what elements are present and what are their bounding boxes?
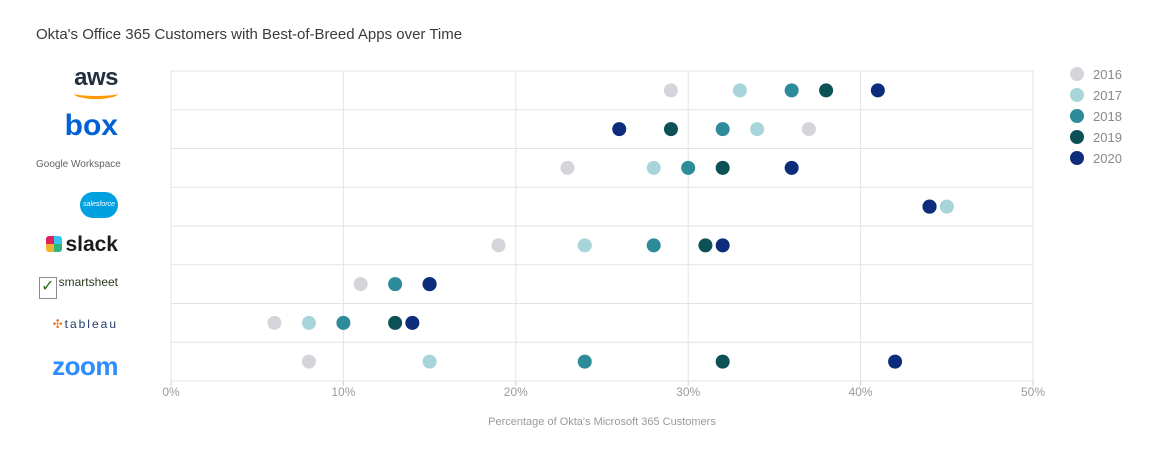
dot-2016 [301,354,316,369]
dot-2019 [663,122,678,137]
salesforce-logo: salesforce [36,192,118,218]
dot-2019 [715,160,730,175]
x-tick-label: 0% [162,385,180,399]
legend-item-2017: 2017 [1070,88,1122,109]
slack-logo: slack [36,233,118,257]
slack-logo-text: slack [65,233,118,256]
legend-dot-icon [1070,130,1084,144]
dot-2016 [491,238,506,253]
dot-2017 [422,354,437,369]
aws-logo: aws [36,64,118,99]
aws-smile-icon [74,88,118,99]
dot-2020 [870,83,885,98]
dot-2016 [560,160,575,175]
smartsheet-check-icon: ✓ [38,277,57,299]
legend-item-2016: 2016 [1070,67,1122,88]
x-tick-label: 10% [331,385,355,399]
dot-2018 [784,83,799,98]
dot-2016 [353,277,368,292]
tableau-logo: ✣ tableau [36,317,118,331]
legend-dot-icon [1070,67,1084,81]
dot-2018 [681,160,696,175]
legend-item-2019: 2019 [1070,130,1122,151]
dot-2020 [715,238,730,253]
dot-2018 [577,354,592,369]
legend-label: 2019 [1093,130,1122,145]
x-tick-label: 20% [504,385,528,399]
dot-2018 [336,315,351,330]
dot-2020 [422,277,437,292]
zoom-logo: zoom [36,351,118,382]
google-workspace-logo-text: Google Workspace [36,159,121,170]
legend-label: 2017 [1093,88,1122,103]
dot-2018 [646,238,661,253]
dot-2018 [715,122,730,137]
tableau-logo-text: tableau [64,317,118,331]
dot-2017 [750,122,765,137]
chart-title: Okta's Office 365 Customers with Best-of… [36,26,463,43]
box-logo: box [36,108,118,144]
legend-label: 2016 [1093,67,1122,82]
smartsheet-logo-text: smartsheet [58,275,118,289]
dot-2017 [939,199,954,214]
legend-dot-icon [1070,151,1084,165]
dot-2016 [801,122,816,137]
dot-2019 [715,354,730,369]
dot-2019 [819,83,834,98]
dot-2017 [646,160,661,175]
x-axis-label: Percentage of Okta's Microsoft 365 Custo… [488,416,716,428]
aws-logo-text: aws [74,64,118,91]
legend-label: 2018 [1093,109,1122,124]
tableau-cross-icon: ✣ [52,317,63,331]
legend-item-2020: 2020 [1070,151,1122,172]
salesforce-cloud-icon: salesforce [80,192,118,218]
dot-2020 [922,199,937,214]
slack-hash-icon [46,236,63,252]
dot-2017 [301,315,316,330]
dot-2018 [388,277,403,292]
zoom-logo-text: zoom [52,351,118,381]
dot-2019 [388,315,403,330]
dot-2020 [784,160,799,175]
dot-2019 [698,238,713,253]
dot-2016 [267,315,282,330]
salesforce-logo-text: salesforce [83,201,115,208]
legend: 2016 2017 2018 2019 2020 [1070,67,1122,172]
dot-2020 [405,315,420,330]
dot-2016 [663,83,678,98]
legend-dot-icon [1070,88,1084,102]
smartsheet-logo: ✓ smartsheet [36,275,118,299]
dot-2017 [577,238,592,253]
x-tick-label: 40% [849,385,873,399]
x-tick-label: 30% [676,385,700,399]
dot-2020 [888,354,903,369]
dot-2020 [612,122,627,137]
legend-label: 2020 [1093,151,1122,166]
legend-item-2018: 2018 [1070,109,1122,130]
google-workspace-logo: Google Workspace [36,159,121,170]
box-logo-text: box [64,109,118,142]
x-tick-label: 50% [1021,385,1045,399]
dot-2017 [732,83,747,98]
legend-dot-icon [1070,109,1084,123]
